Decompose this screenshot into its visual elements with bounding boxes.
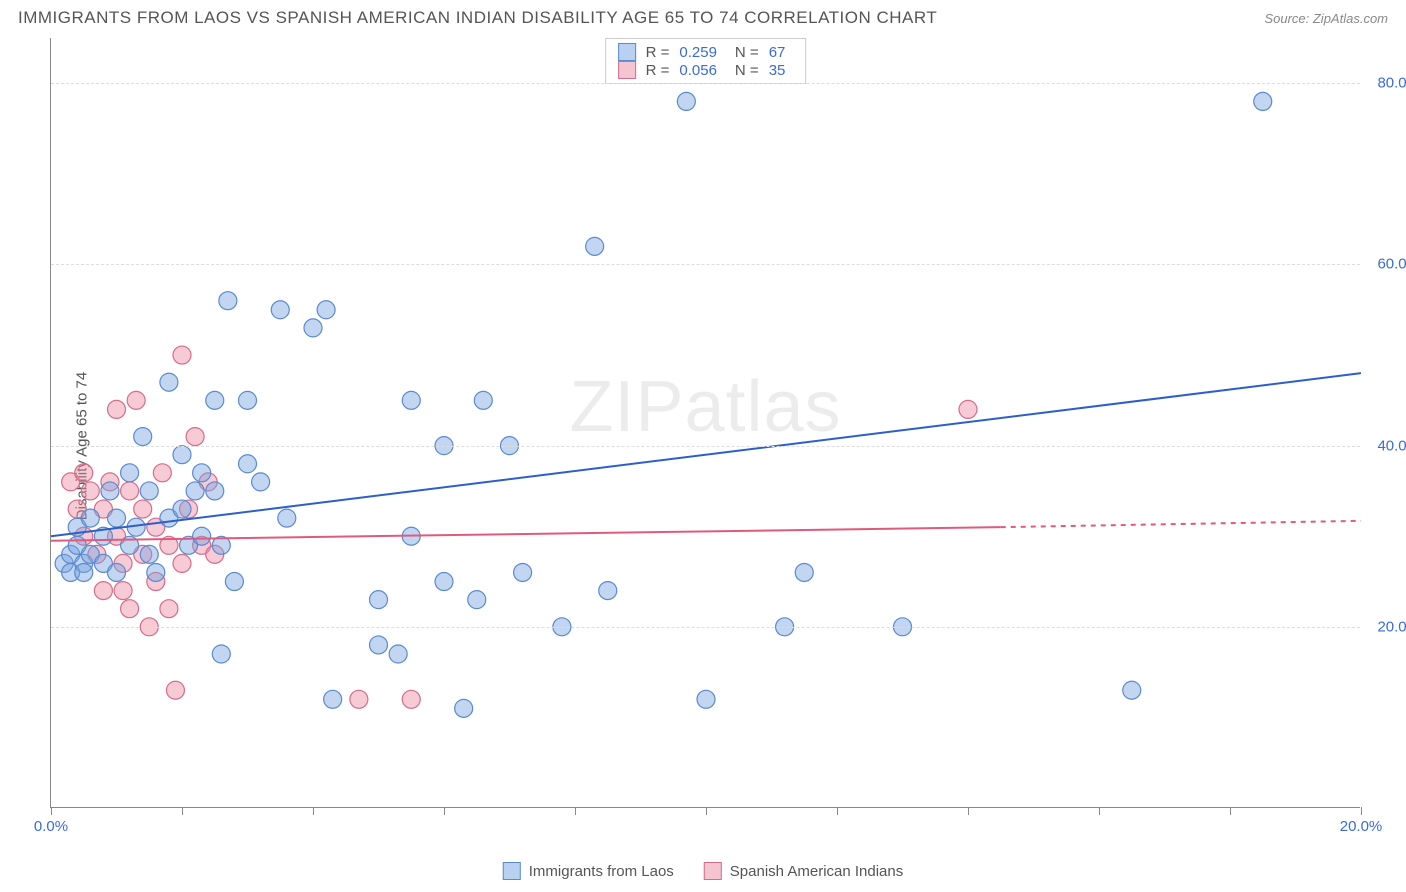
- r-value-series1: 0.259: [679, 44, 717, 61]
- bottom-legend: Immigrants from Laos Spanish American In…: [503, 862, 903, 880]
- legend-label-series1: Immigrants from Laos: [529, 863, 674, 880]
- n-label: N =: [735, 44, 759, 61]
- legend-item-series1: Immigrants from Laos: [503, 862, 674, 880]
- stats-legend-box: R = 0.259 N = 67 R = 0.056 N = 35: [605, 38, 807, 84]
- legend-swatch-series1: [503, 862, 521, 880]
- x-tick-label: 0.0%: [34, 818, 68, 835]
- x-tick: [1099, 807, 1100, 815]
- y-tick-label: 40.0%: [1377, 437, 1406, 454]
- n-label: N =: [735, 62, 759, 79]
- x-tick: [1230, 807, 1231, 815]
- swatch-series1: [618, 43, 636, 61]
- x-tick: [575, 807, 576, 815]
- gridline: [51, 83, 1360, 84]
- n-value-series1: 67: [769, 44, 786, 61]
- scatter-plot-svg: [51, 38, 1360, 807]
- x-tick: [837, 807, 838, 815]
- x-tick: [444, 807, 445, 815]
- gridline: [51, 627, 1360, 628]
- stats-row-series1: R = 0.259 N = 67: [618, 43, 794, 61]
- x-tick: [313, 807, 314, 815]
- y-tick-label: 80.0%: [1377, 75, 1406, 92]
- x-tick: [182, 807, 183, 815]
- legend-label-series2: Spanish American Indians: [730, 863, 903, 880]
- chart-title: IMMIGRANTS FROM LAOS VS SPANISH AMERICAN…: [18, 8, 937, 28]
- legend-swatch-series2: [704, 862, 722, 880]
- x-tick: [1361, 807, 1362, 815]
- gridline: [51, 264, 1360, 265]
- x-tick: [706, 807, 707, 815]
- x-tick: [968, 807, 969, 815]
- stats-row-series2: R = 0.056 N = 35: [618, 61, 794, 79]
- r-label: R =: [646, 62, 670, 79]
- x-tick-label: 20.0%: [1340, 818, 1383, 835]
- chart-plot-area: ZIPatlas R = 0.259 N = 67 R = 0.056 N = …: [50, 38, 1360, 808]
- r-value-series2: 0.056: [679, 62, 717, 79]
- swatch-series2: [618, 61, 636, 79]
- n-value-series2: 35: [769, 62, 786, 79]
- y-tick-label: 60.0%: [1377, 256, 1406, 273]
- legend-item-series2: Spanish American Indians: [704, 862, 903, 880]
- x-tick: [51, 807, 52, 815]
- r-label: R =: [646, 44, 670, 61]
- y-tick-label: 20.0%: [1377, 618, 1406, 635]
- gridline: [51, 446, 1360, 447]
- source-label: Source: ZipAtlas.com: [1264, 11, 1388, 26]
